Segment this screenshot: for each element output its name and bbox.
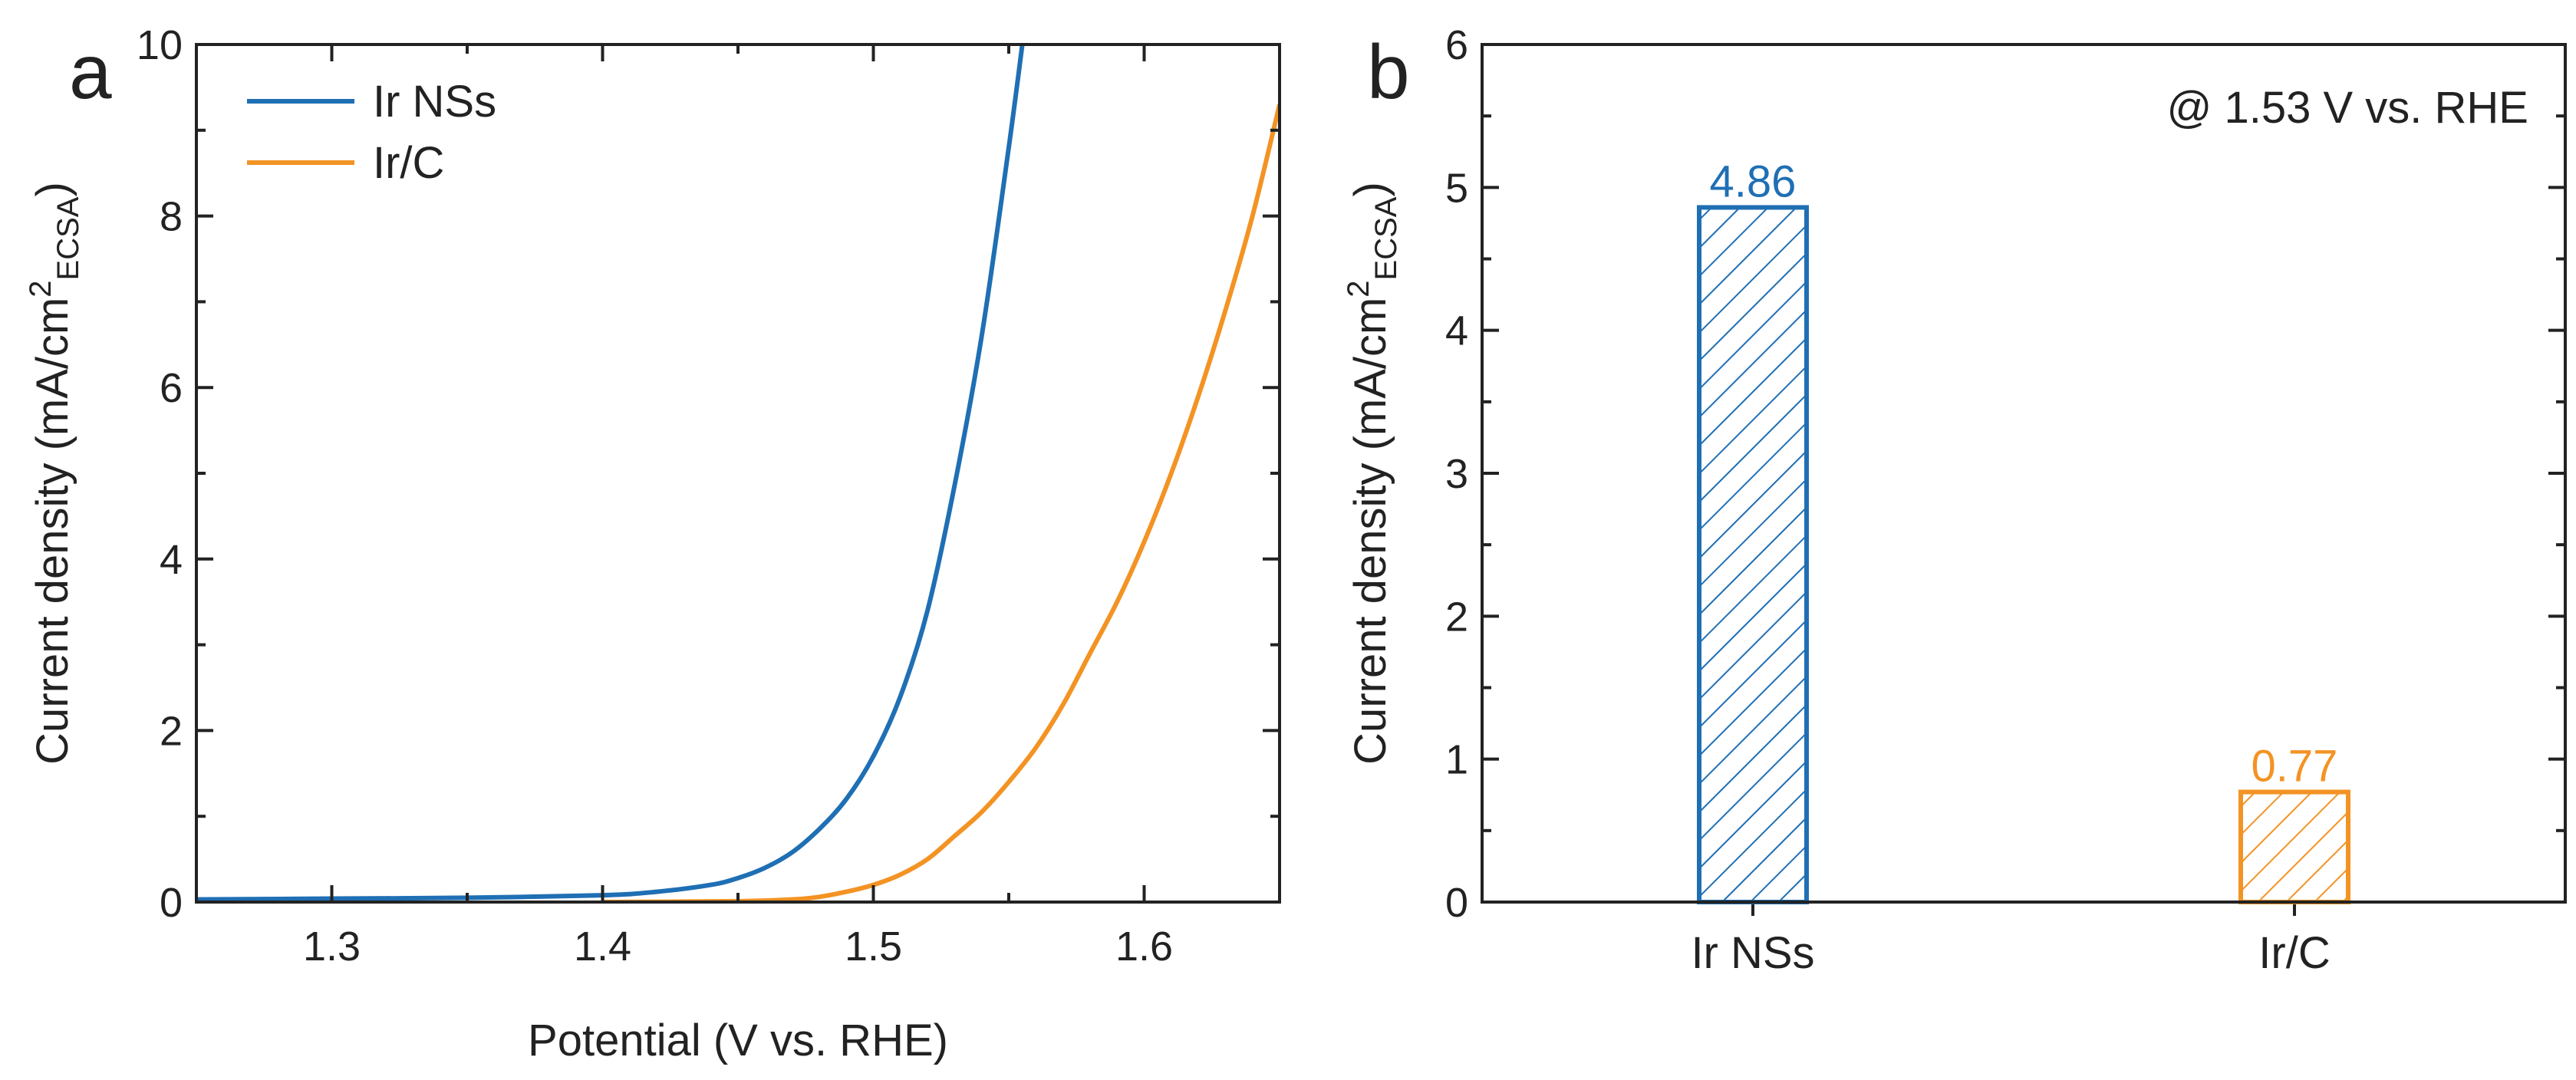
y-tick-label: 0 [1445,880,1468,926]
panel-b-y-label-main: Current density (mA/cm [1346,298,1395,765]
legend-label-ir-c: Ir/C [373,138,444,188]
y-tick-label: 6 [160,365,183,411]
panel-b-y-axis-label: Current density (mA/cm2ECSA) [1342,182,1403,765]
x-tick-label: 1.3 [303,924,361,970]
y-tick-label: 4 [160,537,183,583]
x-tick-label: 1.5 [845,924,902,970]
x-tick-label: 1.6 [1115,924,1173,970]
panel-a-y-label-close: ) [28,182,77,196]
y-tick-label: 3 [1445,451,1468,497]
panel-a-y-label-main: Current density (mA/cm [28,298,77,765]
panel-a-y-label-sub: ECSA [51,196,85,280]
panel-b-y-label-sup: 2 [1342,280,1375,297]
y-tick-label: 2 [160,708,183,754]
y-tick-label: 5 [1445,165,1468,211]
y-tick-label: 4 [1445,308,1468,354]
y-tick-label: 8 [160,194,183,240]
panel-a-ticks: 1.3 1.4 1.5 1.6 0 2 4 6 8 10 [137,22,1281,970]
y-tick-label: 2 [1445,594,1468,640]
panel-b-y-label-sub: ECSA [1369,196,1403,280]
panel-b-ticks: 0 1 2 3 4 5 6 Ir NSs Ir/C [1445,22,2565,978]
series-line-ir-c [602,104,1280,902]
bar-value-label: 0.77 [2252,742,2338,792]
panel-b-bars: 4.86 0.77 [1697,156,2350,905]
panel-a-y-label-sup: 2 [24,280,58,297]
x-category-label: Ir/C [2258,928,2330,978]
bar-ir-c [2238,789,2350,904]
bar-ir-nss [1697,205,1809,905]
panel-a-frame [195,43,1281,904]
panel-a-letter: a [69,29,112,115]
y-tick-label: 10 [137,22,183,68]
panel-b-y-label-close: ) [1346,182,1395,196]
panel-a-y-axis-label: Current density (mA/cm2ECSA) [24,182,85,765]
x-tick-label: 1.4 [574,924,631,970]
panel-a-legend: Ir NSs Ir/C [247,77,496,188]
panel-b-frame [1481,43,2567,904]
bar-value-label: 4.86 [1710,156,1797,206]
legend-label-ir-nss: Ir NSs [373,77,496,127]
series-line-ir-nss [196,44,1025,902]
y-tick-label: 0 [160,880,183,926]
panel-b-letter: b [1367,29,1410,115]
panel-a-plot-area [196,44,1280,902]
panel-a: a 1.3 1.4 1.5 1.6 0 2 4 6 8 10 Potential (V vs. R… [24,22,1281,1065]
panel-b: b 0 1 2 3 4 5 6 Ir NSs Ir/C 4.86 0.77 @ 1.53 V vs… [1342,22,2567,978]
y-tick-label: 6 [1445,22,1468,68]
y-tick-label: 1 [1445,737,1468,783]
panel-a-x-axis-label: Potential (V vs. RHE) [528,1016,948,1065]
panel-b-annotation: @ 1.53 V vs. RHE [2167,83,2528,133]
x-category-label: Ir NSs [1691,928,1814,978]
